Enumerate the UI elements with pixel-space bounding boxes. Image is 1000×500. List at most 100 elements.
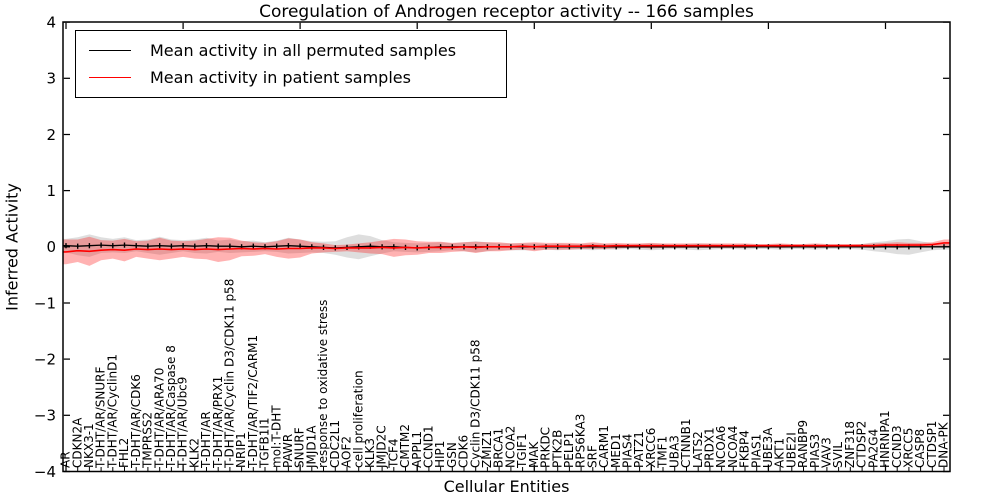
x-category-label: AR xyxy=(59,451,73,468)
x-category-label: APPL1 xyxy=(410,431,424,468)
y-tick-label: 2 xyxy=(46,126,56,144)
x-category-label: TGFB1I1 xyxy=(258,417,272,469)
x-category-label: NCOA2 xyxy=(504,426,518,468)
legend-label-permuted: Mean activity in all permuted samples xyxy=(150,41,457,60)
x-category-label: UBE3A xyxy=(761,427,775,468)
x-category-label: CTDSP2 xyxy=(855,421,869,468)
x-category-label: PIAS3 xyxy=(808,434,822,468)
x-category-label: ZNF318 xyxy=(843,421,857,468)
x-category-label: cell proliferation xyxy=(351,370,365,468)
x-category-label: response to oxidative stress xyxy=(316,300,330,468)
x-category-label: CDC2L1 xyxy=(328,420,342,468)
x-category-label: PATZ1 xyxy=(632,431,646,468)
x-category-label: ZMIZ1 xyxy=(480,430,494,468)
x-category-label: RANBP9 xyxy=(796,420,810,468)
x-category-label: CTNNB1 xyxy=(679,418,693,468)
x-category-label: PIAS1 xyxy=(749,434,763,468)
x-category-label: FKBP4 xyxy=(738,430,752,468)
legend-label-patient: Mean activity in patient samples xyxy=(150,68,411,87)
x-category-label: KLK2 xyxy=(187,438,201,468)
y-tick-label: −4 xyxy=(34,463,56,481)
x-category-label: CTDSP1 xyxy=(925,421,939,468)
x-category-label: SVIL xyxy=(831,442,845,468)
x-category-label: HNRNPA1 xyxy=(878,410,892,468)
x-category-label: JMJD2C xyxy=(375,425,389,469)
x-category-label: GSN xyxy=(445,442,459,468)
legend: Mean activity in all permuted samples Me… xyxy=(75,30,507,98)
y-tick-label: 1 xyxy=(46,182,56,200)
x-category-label: AKT1 xyxy=(773,438,787,468)
x-category-label: SNURF xyxy=(293,427,307,468)
y-axis-label: Inferred Activity xyxy=(2,183,22,311)
x-category-label: CDK6 xyxy=(457,435,471,468)
x-category-label: CCND1 xyxy=(422,425,436,468)
patient-line-swatch xyxy=(89,77,131,78)
x-category-label: TGIF1 xyxy=(515,433,529,469)
y-tick-label: −1 xyxy=(34,294,56,312)
x-category-label: T-DHT/AR/CDK6 xyxy=(129,374,143,469)
x-category-label: T-DHT/AR/SNURF xyxy=(94,367,108,470)
y-tick-label: 3 xyxy=(46,70,56,88)
permuted-line-swatch xyxy=(89,50,131,51)
x-category-label: VAV3 xyxy=(820,437,834,468)
x-axis-label: Cellular Entities xyxy=(443,477,570,496)
x-category-label: TCF4 xyxy=(386,438,400,469)
x-category-label: T-DHT/AR/Cyclin D3/CDK11 p58 xyxy=(223,279,237,469)
x-category-label: MED1 xyxy=(609,433,623,468)
plot-area: −4 −3 −2 −1 0 1 2 3 4 ARCDKN2ANKX3-1T-DHT/AR/SNUR… xyxy=(34,13,951,481)
x-category-label: PTK2B xyxy=(550,430,564,468)
x-category-label: T-DHT/AR xyxy=(199,411,213,469)
y-tick-label: −3 xyxy=(34,407,56,425)
chart-title: Coregulation of Androgen receptor activi… xyxy=(259,2,754,22)
x-category-label: PRKDC xyxy=(539,427,553,468)
x-category-label: TMF1 xyxy=(656,436,670,469)
x-category-label: UBA3 xyxy=(667,435,681,468)
plot-frame xyxy=(62,21,951,473)
x-category-label: T-DHT/AR/ARA70 xyxy=(152,368,166,469)
x-category-label: T-DHT/AR/Caspase 8 xyxy=(164,345,178,469)
x-category-label: NCOA4 xyxy=(726,426,740,468)
x-category-label: PAWR xyxy=(281,434,295,468)
x-category-label: SRF xyxy=(585,445,599,468)
y-tick-label: 4 xyxy=(46,13,56,31)
x-category-label: T-DHT/AR/TIF2/CARM1 xyxy=(246,335,260,469)
x-category-label: CCND3 xyxy=(890,425,904,468)
x-category-label: XRCC6 xyxy=(644,428,658,468)
x-category-label: TMPRSS2 xyxy=(141,412,155,469)
x-category-label: RPS6KA3 xyxy=(574,414,588,468)
x-category-label: JMJD1A xyxy=(304,425,318,469)
y-tick-label: −2 xyxy=(34,350,56,368)
x-category-label: KLK3 xyxy=(363,438,377,468)
x-category-label: mol:T-DHT xyxy=(269,405,283,468)
x-category-label: NKX3-1 xyxy=(82,423,96,468)
x-category-label: PRDX1 xyxy=(703,427,717,468)
x-category-label: LATS2 xyxy=(691,431,705,468)
x-category-label: MAK xyxy=(527,440,541,468)
x-category-label: NCOA6 xyxy=(714,426,728,468)
x-category-label: CDKN2A xyxy=(70,417,84,468)
x-category-label: HIP1 xyxy=(433,441,447,468)
x-category-label: Cyclin D3/CDK11 p58 xyxy=(468,339,482,468)
x-category-label: DNA-PK xyxy=(937,421,951,468)
x-category-label: XRCC5 xyxy=(902,428,916,468)
x-category-label: CMTM2 xyxy=(398,424,412,468)
x-category-label: PA2G4 xyxy=(866,429,880,468)
x-category-label: PELP1 xyxy=(562,432,576,468)
x-category-label: FHL2 xyxy=(117,438,131,468)
x-category-label: UBE2I xyxy=(784,432,798,468)
x-category-label: T-DHT/AR/PRX1 xyxy=(211,376,225,469)
patient-std-band xyxy=(63,236,950,266)
x-category-label: BRCA1 xyxy=(492,428,506,468)
x-category-label: T-DHT/AR/Ubc9 xyxy=(176,377,190,469)
x-category-label: CARM1 xyxy=(597,425,611,468)
x-category-label: CASP8 xyxy=(913,429,927,468)
x-category-label: NRIP1 xyxy=(234,432,248,468)
y-tick-label: 0 xyxy=(46,238,56,256)
legend-item-permuted: Mean activity in all permuted samples xyxy=(76,37,506,64)
x-category-label: AOF2 xyxy=(340,436,354,468)
patient-mean-line xyxy=(63,242,950,253)
legend-item-patient: Mean activity in patient samples xyxy=(76,64,506,91)
x-category-label: PIAS4 xyxy=(621,434,635,468)
